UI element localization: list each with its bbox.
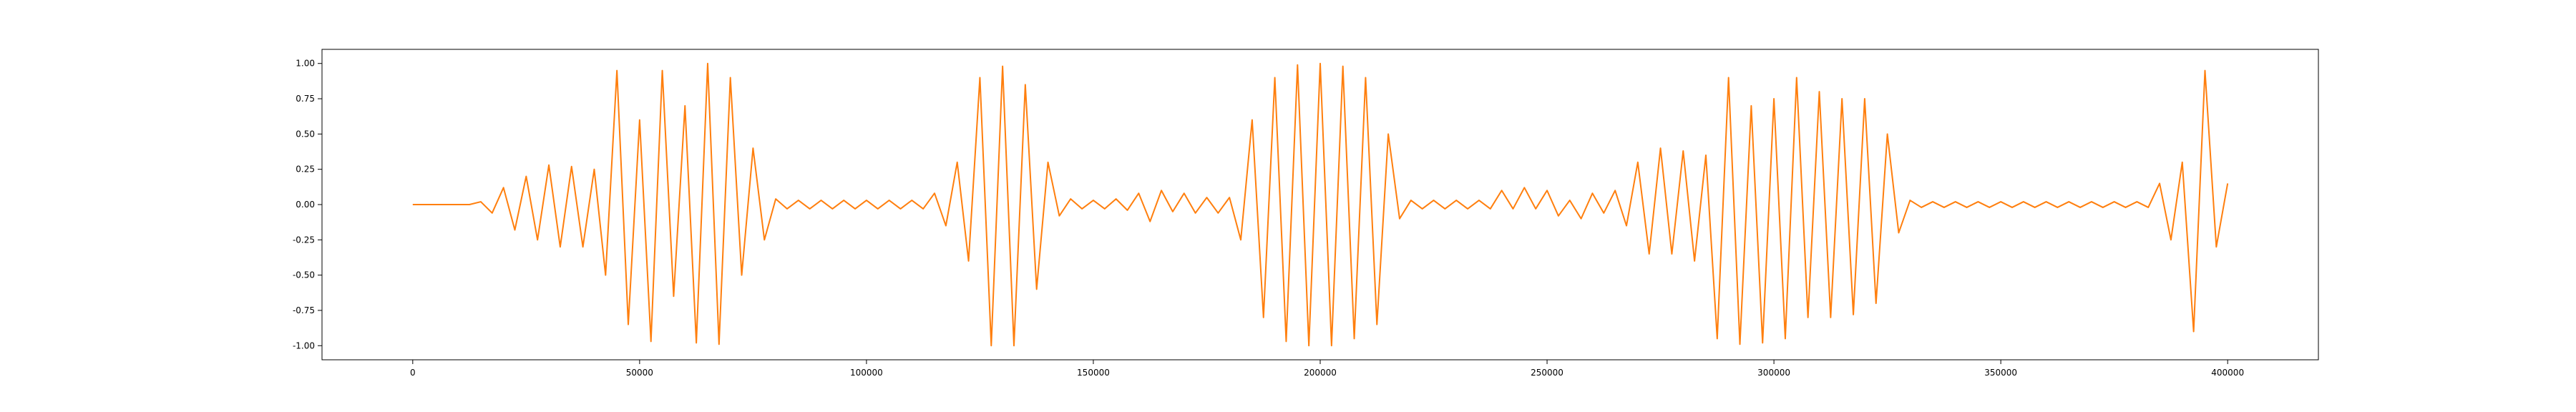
y-tick-label: 1.00 [296,59,315,69]
y-tick-label: -0.50 [293,270,315,280]
x-tick-label: 350000 [1984,368,2017,378]
x-tick-label: 400000 [2211,368,2244,378]
x-tick-label: 50000 [626,368,653,378]
y-tick-label: 0.75 [296,94,315,104]
y-tick-label: 0.25 [296,165,315,175]
y-tick-label: -0.75 [293,305,315,315]
x-tick-label: 250000 [1531,368,1563,378]
y-tick-label: -1.00 [293,340,315,350]
x-tick-label: 100000 [850,368,883,378]
x-tick-label: 300000 [1757,368,1790,378]
x-tick-label: 150000 [1077,368,1110,378]
waveform-line [412,62,2229,347]
y-tick-label: 0.00 [296,200,315,210]
x-tick-label: 0 [410,368,416,378]
x-tick-label: 200000 [1304,368,1337,378]
y-tick-label: -0.25 [293,235,315,245]
y-tick-label: 0.50 [296,129,315,139]
